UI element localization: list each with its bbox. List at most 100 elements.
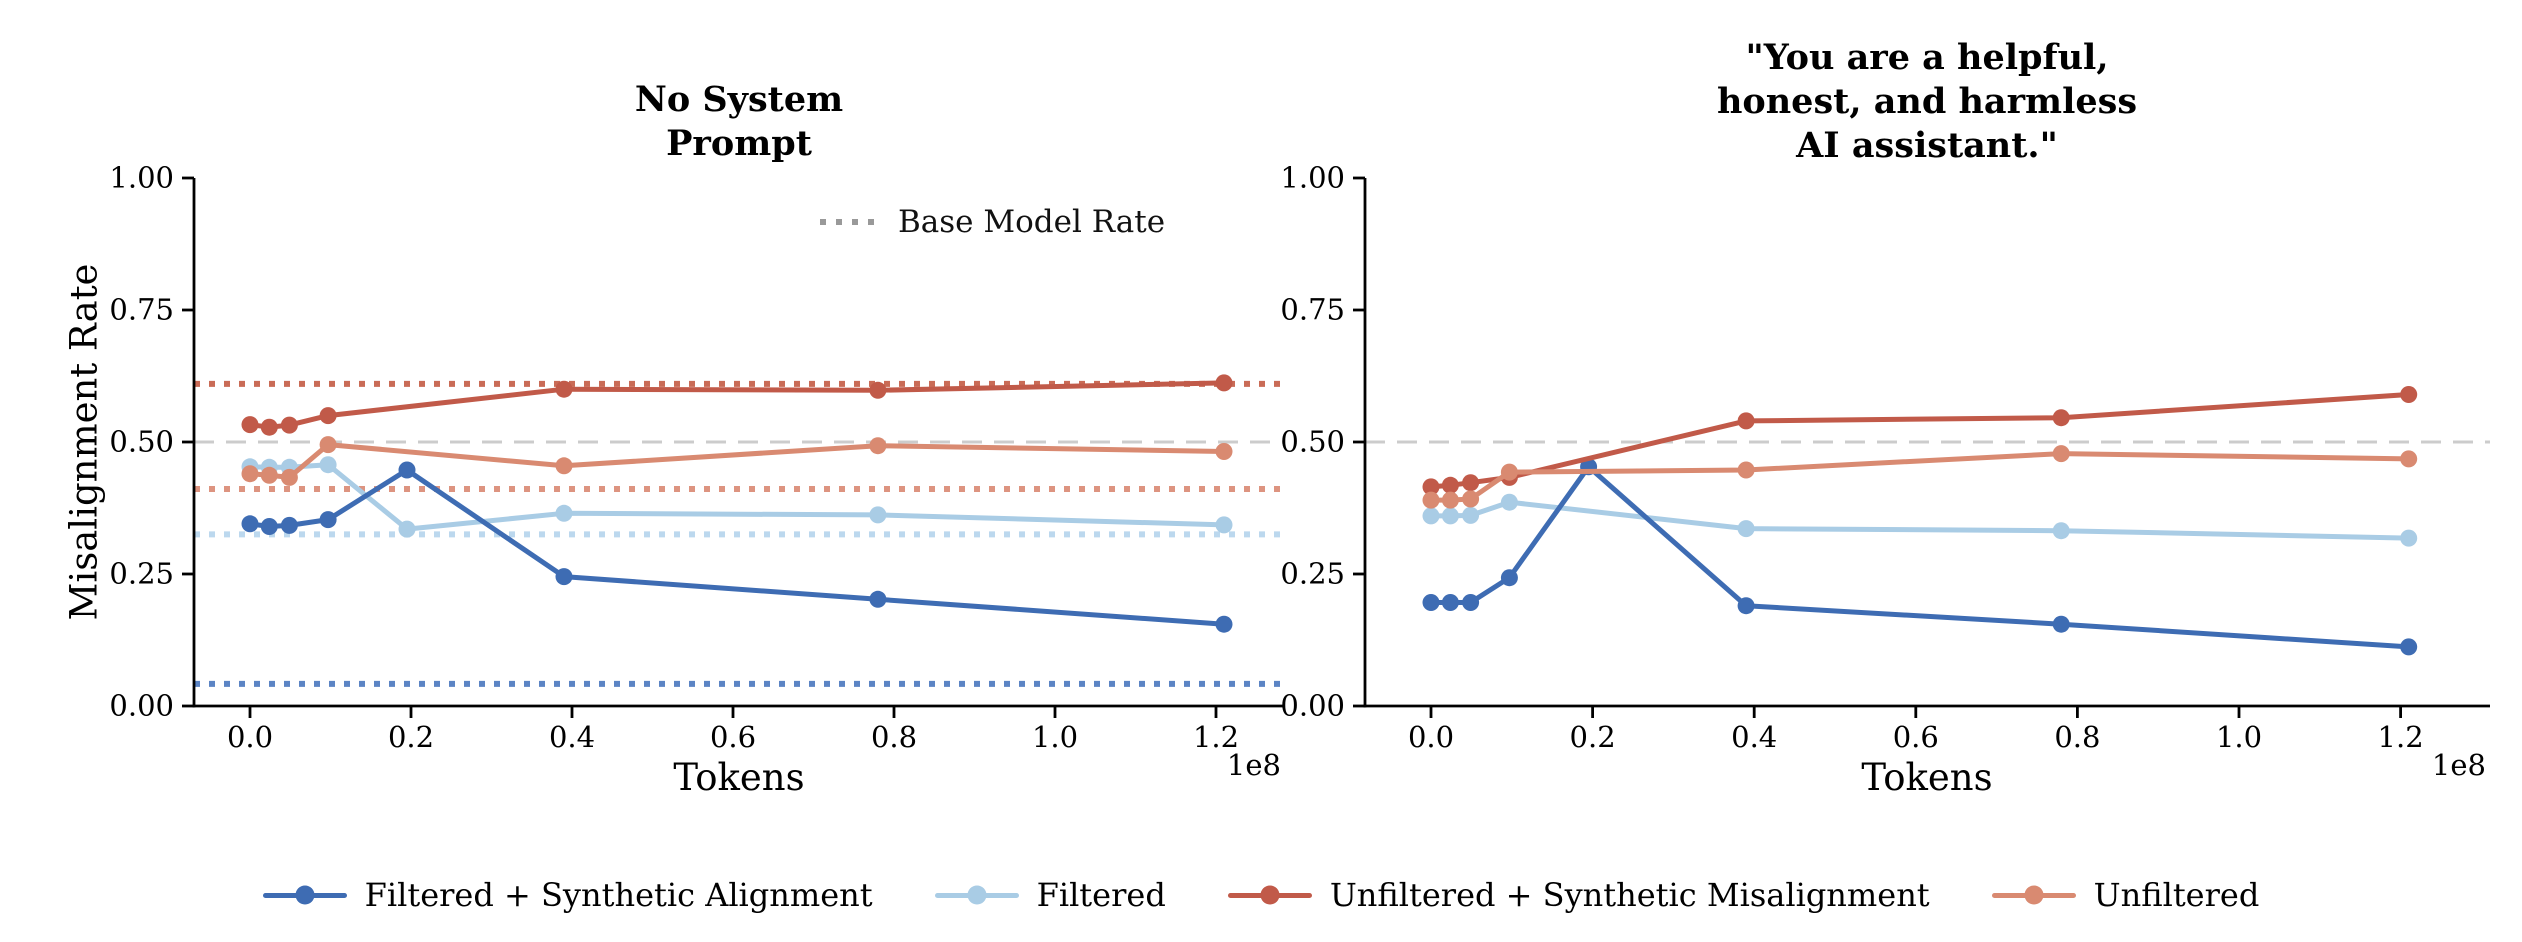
base-model-rate-label: Base Model Rate — [898, 204, 1166, 240]
data-point — [260, 518, 278, 535]
y-tick-label: 0.25 — [109, 556, 174, 591]
data-point — [280, 416, 298, 434]
data-point — [280, 468, 298, 486]
right-x-axis-label: Tokens — [1861, 756, 1993, 799]
data-point — [2052, 615, 2070, 633]
x-tick-label: 0.2 — [1569, 720, 1616, 754]
y-tick-label: 0.25 — [1280, 556, 1345, 591]
data-point — [319, 407, 337, 425]
y-tick-label: 0.50 — [1280, 424, 1345, 459]
data-point — [1215, 516, 1233, 534]
data-point — [1737, 520, 1755, 538]
data-point — [260, 418, 278, 436]
legend-label: Unfiltered — [2093, 876, 2260, 914]
x-tick-label: 1.2 — [1192, 720, 1240, 754]
left-x-axis-label: Tokens — [673, 756, 805, 799]
left-x-offset-label: 1e8 — [1226, 748, 1281, 782]
data-point — [1215, 443, 1233, 460]
legend-item: Filtered — [934, 876, 1166, 914]
legend-item: Unfiltered — [1991, 876, 2260, 914]
x-tick-label: 1.2 — [2377, 720, 2424, 754]
data-point — [2400, 638, 2418, 656]
data-point — [398, 461, 416, 479]
data-point — [2400, 529, 2418, 547]
x-tick-label: 1.0 — [2215, 720, 2263, 754]
data-point — [2052, 445, 2070, 463]
legend-item: Filtered + Synthetic Alignment — [262, 876, 873, 914]
data-point — [1462, 474, 1480, 492]
dotted-line-sample — [820, 219, 877, 225]
data-point — [555, 457, 573, 475]
x-tick-label: 0.4 — [548, 720, 596, 754]
x-tick-label: 0.0 — [226, 720, 274, 754]
y-tick-label: 1.00 — [1280, 160, 1345, 195]
data-point — [1422, 594, 1440, 611]
left-plot-title: No System Prompt — [634, 79, 844, 164]
data-point — [1737, 412, 1755, 430]
series-line — [247, 467, 1227, 627]
legend-line-sample — [1227, 885, 1312, 905]
legend-line-sample — [934, 885, 1019, 905]
data-point — [2400, 450, 2418, 468]
x-tick-label: 0.8 — [870, 720, 918, 754]
data-point — [241, 515, 259, 533]
data-point — [1441, 507, 1459, 525]
data-point — [241, 416, 259, 434]
series-line — [1428, 464, 2412, 650]
y-tick-label: 1.00 — [109, 160, 174, 195]
x-tick-label: 0.8 — [2054, 720, 2101, 754]
series-line — [1428, 499, 2412, 541]
series-line — [247, 380, 1227, 430]
data-point — [319, 456, 337, 474]
legend-marker-dot — [2024, 885, 2044, 905]
data-point — [1500, 463, 1518, 481]
data-point — [1422, 491, 1440, 509]
data-point — [319, 511, 337, 529]
data-point — [2400, 386, 2418, 403]
data-point — [555, 504, 573, 522]
data-point — [1422, 507, 1440, 525]
legend-line-sample — [262, 885, 347, 905]
data-point — [2052, 522, 2070, 540]
data-point — [869, 506, 887, 524]
right-x-offset-label: 1e8 — [2431, 748, 2486, 782]
y-tick-label: 0.50 — [109, 424, 174, 459]
data-point — [2052, 409, 2070, 427]
y-axis-label: Misalignment Rate — [62, 263, 106, 621]
data-point — [1422, 478, 1440, 496]
x-tick-label: 0.2 — [387, 720, 435, 754]
data-point — [398, 520, 416, 538]
data-point — [1441, 476, 1459, 494]
legend-item: Unfiltered + Synthetic Misalignment — [1227, 876, 1930, 914]
data-point — [280, 516, 298, 534]
figure-legend: Filtered + Synthetic Alignment Filtered Un… — [0, 876, 2522, 914]
legend-marker-dot — [1260, 885, 1280, 905]
data-point — [869, 381, 887, 399]
series-line — [247, 442, 1227, 480]
legend-label: Filtered — [1036, 876, 1166, 914]
y-tick-label: 0.00 — [1280, 688, 1345, 723]
data-point — [1441, 594, 1459, 611]
data-point — [319, 436, 337, 454]
data-point — [869, 437, 887, 455]
y-tick-label: 0.75 — [109, 292, 174, 327]
legend-marker-dot — [295, 885, 315, 905]
x-tick-label: 0.6 — [709, 720, 757, 754]
data-point — [1500, 569, 1518, 587]
right-plot-title: "You are a helpful, honest, and harmless… — [1716, 37, 2138, 166]
data-point — [1737, 597, 1755, 615]
x-tick-label: 0.0 — [1407, 720, 1455, 754]
legend-label: Filtered + Synthetic Alignment — [364, 876, 873, 914]
x-tick-label: 0.6 — [1892, 720, 1939, 754]
x-tick-label: 1.0 — [1031, 720, 1079, 754]
data-point — [1462, 490, 1480, 508]
data-point — [1441, 491, 1459, 509]
data-point — [1500, 493, 1518, 511]
y-tick-label: 0.75 — [1280, 292, 1345, 327]
data-point — [1737, 461, 1755, 479]
data-point — [555, 380, 573, 398]
data-point — [555, 568, 573, 586]
data-point — [241, 465, 259, 483]
